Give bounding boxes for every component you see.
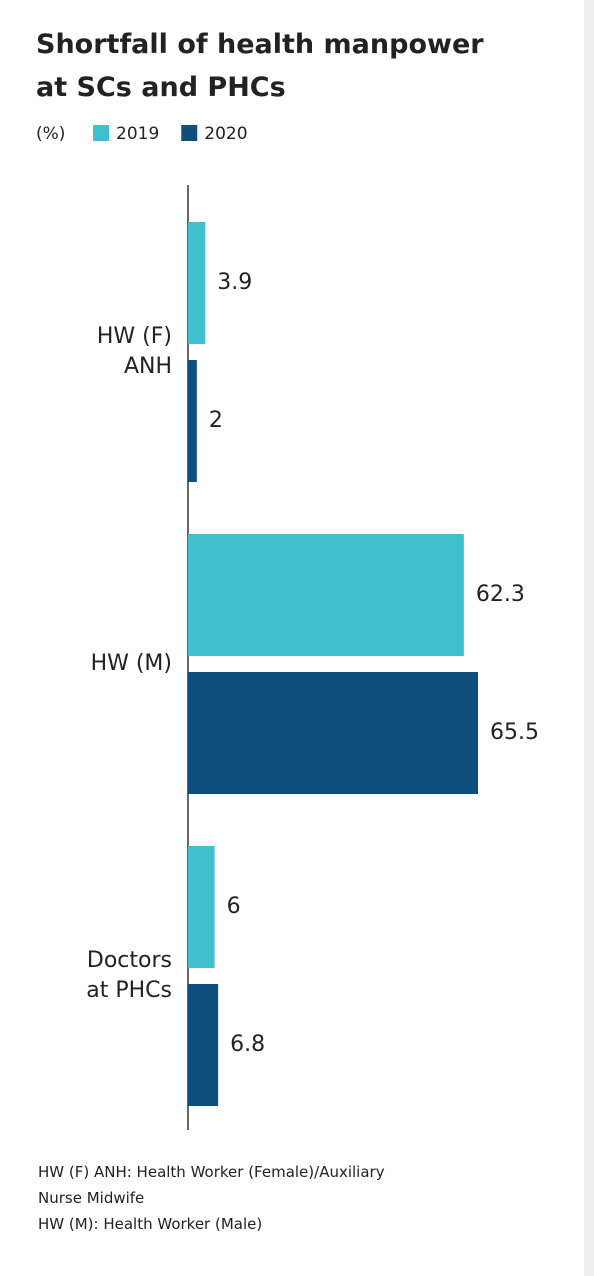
legend-label: 2019 (116, 124, 159, 144)
unit-label: (%) (36, 124, 65, 144)
bar (188, 846, 215, 968)
chart-title: Shortfall of health manpower at SCs and P… (36, 29, 484, 103)
value-label: 6 (227, 894, 241, 919)
category-label: HW (M) (91, 651, 172, 676)
legend-swatch (181, 125, 198, 141)
bar (188, 360, 197, 482)
bar (188, 984, 219, 1106)
value-label: 65.5 (490, 720, 539, 745)
bar (188, 534, 464, 656)
footnote: HW (M): Health Worker (Male) (38, 1215, 262, 1233)
value-label: 6.8 (230, 1032, 265, 1057)
value-label: 3.9 (217, 270, 252, 295)
value-label: 2 (209, 408, 223, 433)
value-label: 62.3 (476, 582, 525, 607)
footnote: HW (F) ANH: Health Worker (Female)/Auxil… (38, 1163, 385, 1207)
category-label: Doctors at PHCs (86, 948, 172, 1003)
bar (188, 222, 206, 344)
legend-label: 2020 (204, 124, 247, 144)
bar (188, 672, 478, 794)
legend-swatch (93, 125, 109, 141)
edge (584, 0, 594, 1276)
category-label: HW (F) ANH (97, 324, 172, 379)
